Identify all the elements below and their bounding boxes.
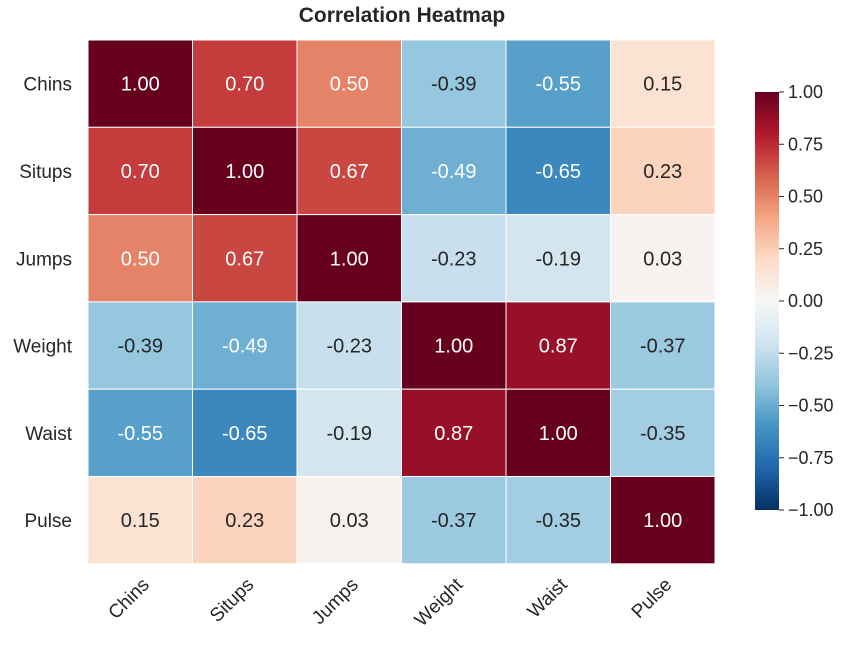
colorbar-gradient [755,92,779,510]
heatmap-cell-label: -0.37 [431,510,477,532]
heatmap-cell [192,126,298,216]
heatmap-cell [87,301,193,390]
heatmap-cell [296,39,402,128]
column-label: Waist [524,574,572,622]
heatmap-cell-label: 0.15 [121,510,160,532]
row-label: Weight [13,337,73,358]
heatmap-cell-label: -0.55 [117,423,163,445]
heatmap-cell-label: 1.00 [434,336,473,358]
heatmap-cell [296,301,402,390]
heatmap-cell-label: 0.50 [330,74,369,96]
heatmap-cell [505,214,611,303]
heatmap-cell-labels: 1.00 0.70 0.50 -0.39 -0.55 0.15 0.70 1.00 0.67 -0… [117,74,685,533]
heatmap-cell [401,301,507,390]
colorbar: 1.00 0.75 0.50 0.25 0.00 −0.25 −0.50 −0.75 −1.00 [755,82,834,520]
heatmap-cell [505,301,611,390]
heatmap-cell-label: 1.00 [330,248,369,270]
heatmap-cell-label: -0.65 [535,161,581,183]
heatmap-cell-label: -0.23 [431,248,477,270]
heatmap-cell [610,301,716,390]
heatmap-cell-label: 1.00 [643,510,682,532]
heatmap-cell [87,388,193,478]
heatmap-cell [505,39,611,128]
heatmap-cell-label: 0.50 [121,248,160,270]
heatmap-cells [87,39,716,565]
heatmap-cell [505,476,611,565]
heatmap-cell [401,388,507,478]
heatmap-cell [610,126,716,216]
row-label: Chins [23,75,72,96]
row-label: Pulse [24,511,72,532]
colorbar-tick-label: 0.00 [788,291,823,311]
heatmap-cell-label: 0.87 [539,336,578,358]
heatmap-cell-label: -0.19 [535,248,581,270]
colorbar-tick-label: 1.00 [788,82,823,102]
colorbar-tick-label: 0.50 [788,187,823,207]
heatmap-cell-label: 1.00 [539,423,578,445]
heatmap-cell [296,388,402,478]
heatmap-cell-label: -0.35 [640,423,686,445]
column-label: Jumps [308,574,362,628]
row-labels: Chins Situps Jumps Weight Waist Pulse [13,75,73,533]
heatmap-cell-label: -0.19 [326,423,372,445]
colorbar-tick-label: −0.50 [788,396,834,416]
heatmap-cell [610,39,716,128]
heatmap-cell [401,214,507,303]
row-label: Jumps [16,249,72,270]
colorbar-tick-label: 0.25 [788,239,823,259]
column-label: Pulse [628,574,676,622]
colorbar-tick-label: −0.25 [788,343,834,363]
heatmap-cell-label: 0.03 [330,510,369,532]
heatmap-cell-label: 0.67 [330,161,369,183]
heatmap-cell [401,476,507,565]
heatmap-cell-label: 0.15 [643,74,682,96]
heatmap-cell [401,126,507,216]
column-labels: Chins Situps Jumps Weight Waist Pulse [105,574,677,631]
heatmap-cell-label: 0.70 [225,74,264,96]
colorbar-tick-label: −1.00 [788,500,834,520]
colorbar-tick-label: −0.75 [788,448,834,468]
heatmap-cell [87,214,193,303]
heatmap-cell [192,214,298,303]
heatmap-cell-label: -0.65 [222,423,268,445]
heatmap-cell [192,39,298,128]
heatmap-cell-label: 0.87 [434,423,473,445]
heatmap-cell-label: 0.03 [643,248,682,270]
heatmap-cell-label: -0.49 [222,336,268,358]
heatmap-cell [505,388,611,478]
heatmap-cell-label: -0.39 [431,74,477,96]
column-label: Situps [206,574,258,626]
heatmap-cell-label: 0.70 [121,161,160,183]
heatmap-cell [296,214,402,303]
column-label: Weight [411,574,468,631]
heatmap-cell [401,39,507,128]
heatmap-cell-label: -0.35 [535,510,581,532]
heatmap-cell [610,388,716,478]
heatmap-cell-label: -0.49 [431,161,477,183]
heatmap-cell-label: 0.67 [225,248,264,270]
heatmap-cell [87,39,193,128]
chart-title: Correlation Heatmap [299,4,506,27]
row-label: Waist [25,424,73,445]
heatmap-cell [610,214,716,303]
heatmap-cell-label: 0.23 [643,161,682,183]
heatmap-cell-label: -0.37 [640,336,686,358]
heatmap-cell [87,476,193,565]
heatmap-cell-label: -0.39 [117,336,163,358]
heatmap-cell-label: 1.00 [225,161,264,183]
column-label: Chins [105,574,154,623]
heatmap-cell [610,476,716,565]
heatmap-cell-label: -0.23 [326,336,372,358]
heatmap-cell [192,301,298,390]
heatmap-cell-label: -0.55 [535,74,581,96]
heatmap-cell-label: 0.23 [225,510,264,532]
heatmap-cell-label: 1.00 [121,74,160,96]
colorbar-tick-label: 0.75 [788,134,823,154]
row-label: Situps [19,162,72,183]
